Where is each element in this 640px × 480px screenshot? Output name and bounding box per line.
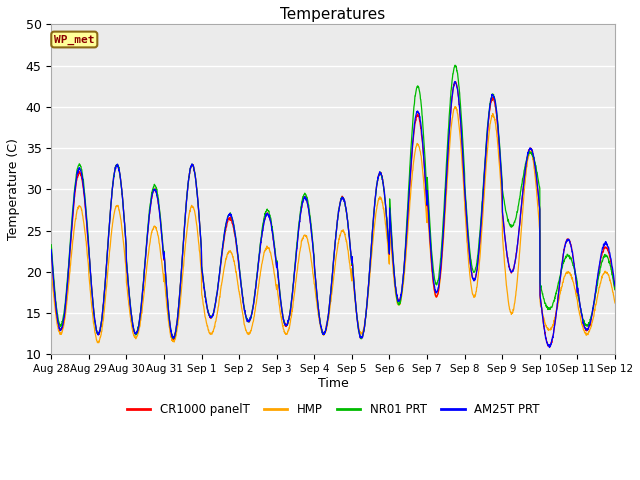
X-axis label: Time: Time	[317, 377, 349, 390]
Legend: CR1000 panelT, HMP, NR01 PRT, AM25T PRT: CR1000 panelT, HMP, NR01 PRT, AM25T PRT	[122, 399, 544, 421]
Title: Temperatures: Temperatures	[280, 7, 386, 22]
Text: WP_met: WP_met	[54, 35, 95, 45]
Y-axis label: Temperature (C): Temperature (C)	[7, 139, 20, 240]
